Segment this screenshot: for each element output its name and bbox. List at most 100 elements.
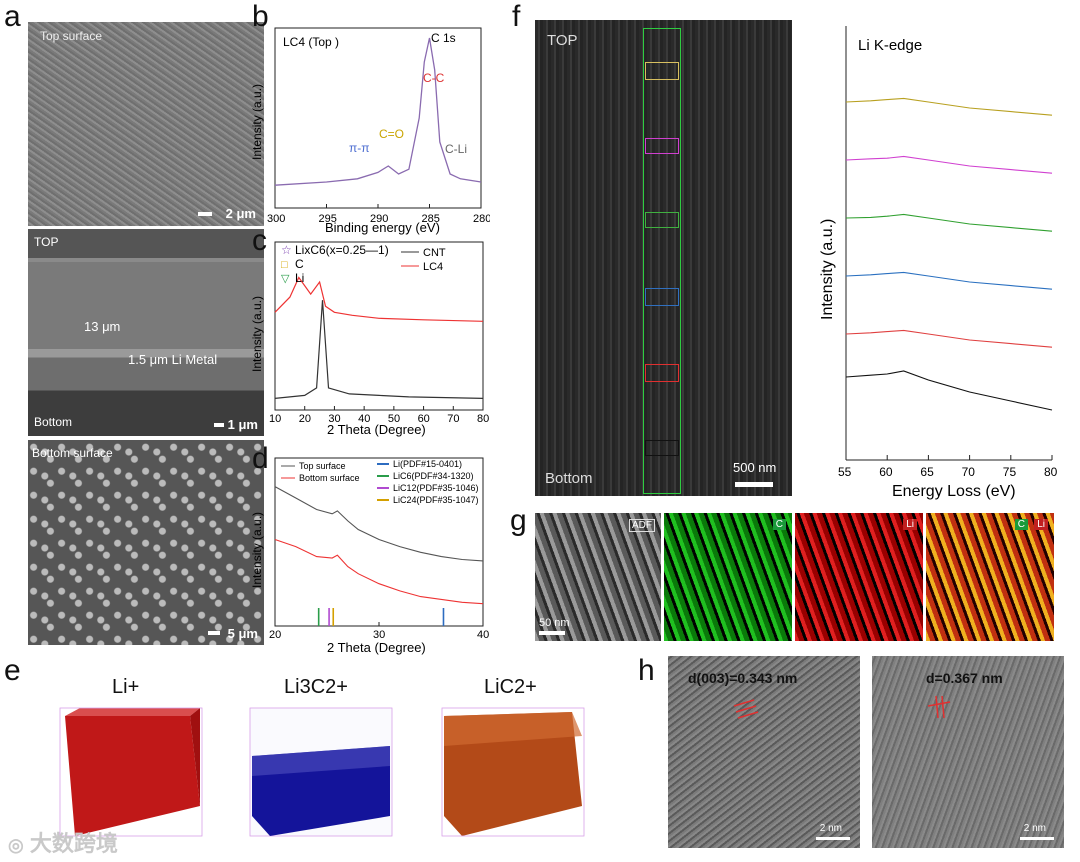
sem-top-title: Top surface	[40, 29, 103, 43]
hrtem-1-d-label: d(003)=0.343 nm	[688, 670, 798, 686]
scalebar-1um-label: 1 μm	[227, 417, 258, 432]
chart-f-xtick-label: 75	[1003, 465, 1017, 479]
chart-d-legend-bottom: Bottom surface	[299, 473, 360, 483]
stem-bottom-label: Bottom	[545, 470, 593, 487]
chart-d-ref-lic6: LiC6(PDF#34-1320)	[393, 471, 474, 481]
cube-title-li: Li+	[112, 676, 140, 698]
chart-c-xtick-label: 70	[447, 413, 459, 425]
map-carbon: C	[664, 513, 792, 641]
panel-label-e: e	[4, 654, 21, 687]
chart-f-series-green	[845, 213, 1053, 232]
panel-label-c: c	[252, 224, 267, 257]
scalebar-1um	[214, 423, 224, 427]
chart-c-series-lc4	[274, 276, 484, 322]
chart-f-xtick-label: 65	[920, 465, 934, 479]
sem-bottom-surface: Bottom surface 5 μm	[28, 440, 264, 645]
chart-f: Li K-edge Intensity (a.u.) Energy Loss (…	[819, 26, 1058, 500]
chart-b-xtick-label: 300	[267, 213, 285, 225]
map-carbon-label: C	[772, 519, 786, 530]
sem-top-surface: Top surface 2 μm	[28, 22, 264, 226]
stem-scalebar	[735, 482, 773, 487]
roi-green	[645, 212, 679, 228]
cross-thickness-label: 13 μm	[84, 319, 121, 334]
panel-label-g: g	[510, 504, 527, 537]
map-overlay-c-label: C	[1014, 519, 1028, 530]
map-overlay-li-label: Li	[1034, 519, 1048, 530]
chart-c-xtick-label: 80	[477, 413, 489, 425]
chart-b-ylabel: Intensity (a.u.)	[250, 84, 264, 160]
chart-c: ☆ LixC6(x=0.25—1) □ C ▽ Li CNT LC4 Inten…	[250, 241, 489, 437]
chart-c-legend-lc4: LC4	[423, 261, 443, 273]
chart-c-legend-c: C	[295, 257, 304, 271]
chart-c-xtick-label: 40	[358, 413, 370, 425]
chart-b-edge: C 1s	[431, 31, 456, 45]
chart-b-xtick-label: 285	[422, 213, 440, 225]
roi-magenta	[645, 138, 679, 154]
chart-b: LC4 (Top ) C 1s C-C C=O π-π C-Li Intensi…	[250, 27, 490, 235]
chart-f-edge: Li K-edge	[858, 37, 922, 54]
chart-d-xtick-label: 20	[269, 629, 281, 641]
chart-d-ylabel: Intensity (a.u.)	[250, 512, 264, 588]
panel-label-b: b	[252, 0, 269, 33]
roi-blue	[645, 288, 679, 306]
panel-label-h: h	[638, 654, 655, 687]
chart-c-xtick-label: 30	[328, 413, 340, 425]
chart-f-ylabel: Intensity (a.u.)	[819, 219, 836, 320]
chart-c-star-icon: ☆	[281, 243, 292, 257]
hrtem-2-scalebar	[1020, 837, 1054, 840]
map-adf-label: ADF	[629, 519, 655, 532]
chart-f-xlabel: Energy Loss (eV)	[892, 483, 1016, 500]
stem-line-scan	[643, 28, 681, 494]
scalebar-5um-label: 5 μm	[227, 626, 258, 641]
chart-b-xtick-label: 290	[370, 213, 388, 225]
sem-bottom-title: Bottom surface	[32, 446, 113, 460]
chart-d-series-bottom	[274, 538, 484, 605]
chart-c-xlabel: 2 Theta (Degree)	[327, 422, 426, 437]
roi-yellow	[645, 62, 679, 80]
hrtem-2-fringe-marker	[927, 695, 951, 719]
chart-c-xtick-label: 10	[269, 413, 281, 425]
chart-f-series-red	[845, 329, 1053, 348]
roi-red	[645, 364, 679, 382]
chart-f-series-blue	[845, 271, 1053, 290]
map-overlay: C Li	[926, 513, 1054, 641]
panel-label-a: a	[4, 0, 21, 33]
chart-b-peak-co: C=O	[379, 127, 404, 141]
map-lithium: Li	[795, 513, 923, 641]
chart-f-xtick-label: 80	[1044, 465, 1058, 479]
chart-b-series	[274, 37, 482, 186]
chart-d-xtick-label: 30	[373, 629, 385, 641]
map-lithium-label: Li	[903, 519, 917, 530]
chart-c-frame	[274, 241, 484, 411]
hrtem-2-d-label: d=0.367 nm	[926, 670, 1003, 686]
chart-c-legend-li: Li	[295, 271, 304, 285]
chart-d-ref-li: Li(PDF#15-0401)	[393, 459, 462, 469]
sem-cross-section: TOP 13 μm 1.5 μm Li Metal Bottom 1 μm	[28, 229, 264, 436]
cross-top-label: TOP	[34, 235, 59, 249]
chart-f-xtick-label: 70	[962, 465, 976, 479]
chart-c-xtick-label: 50	[388, 413, 400, 425]
chart-f-xtick-label: 55	[838, 465, 852, 479]
chart-b-xlabel: Binding energy (eV)	[325, 220, 440, 235]
stem-scale-label: 500 nm	[733, 460, 777, 475]
map-adf: ADF 50 nm	[535, 513, 661, 641]
chart-c-series-cnt	[274, 300, 484, 399]
scalebar-2um-label: 2 μm	[225, 206, 256, 221]
cube-title-lic2: LiC2+	[484, 676, 537, 698]
chart-c-legend-lixc6: LixC6(x=0.25—1)	[295, 243, 389, 257]
map-adf-scalebar	[539, 631, 565, 635]
chart-b-frame	[274, 27, 482, 209]
chart-b-sample: LC4 (Top )	[283, 35, 339, 49]
chart-c-legend-cnt: CNT	[423, 247, 446, 259]
chart-f-series-yellow	[845, 97, 1053, 116]
watermark: ◎ 大数跨境	[8, 826, 118, 858]
chart-d-xlabel: 2 Theta (Degree)	[327, 640, 426, 655]
chart-c-xtick-label: 60	[418, 413, 430, 425]
scalebar-2um	[198, 212, 212, 216]
cross-bottom-label: Bottom	[34, 415, 73, 429]
chart-f-xtick-label: 60	[879, 465, 893, 479]
hrtem-2: d=0.367 nm 2 nm	[872, 656, 1064, 848]
stem-image: TOP Bottom 500 nm	[535, 20, 792, 496]
chart-d-ref-lic12: LiC12(PDF#35-1046)	[393, 483, 479, 493]
hrtem-1-fringe-marker	[733, 699, 759, 719]
